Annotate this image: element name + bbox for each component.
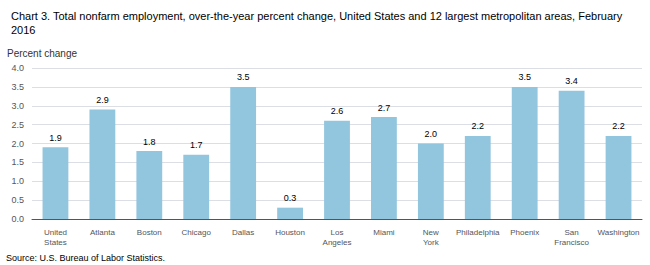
svg-text:Source: U.S. Bureau of Labor S: Source: U.S. Bureau of Labor Statistics. (6, 253, 165, 263)
svg-text:Boston: Boston (137, 228, 162, 237)
svg-text:Phoenix: Phoenix (510, 228, 539, 237)
svg-text:0.0: 0.0 (11, 214, 24, 224)
svg-text:2.2: 2.2 (612, 121, 625, 131)
svg-text:3.5: 3.5 (518, 72, 531, 82)
svg-text:Philadelphia: Philadelphia (456, 228, 500, 237)
svg-text:0.3: 0.3 (284, 193, 297, 203)
svg-text:Chicago: Chicago (182, 228, 212, 237)
svg-text:Percent change: Percent change (7, 48, 77, 59)
svg-text:Dallas: Dallas (232, 228, 254, 237)
svg-text:York: York (423, 238, 440, 247)
svg-text:States: States (44, 238, 67, 247)
svg-text:2.2: 2.2 (472, 121, 485, 131)
svg-text:1.5: 1.5 (11, 157, 24, 167)
svg-text:2.9: 2.9 (96, 95, 109, 105)
svg-text:Miami: Miami (373, 228, 395, 237)
svg-text:1.9: 1.9 (49, 133, 62, 143)
svg-text:2.0: 2.0 (425, 129, 438, 139)
svg-text:3.5: 3.5 (11, 82, 24, 92)
svg-text:3.0: 3.0 (11, 101, 24, 111)
svg-text:Chart 3. Total nonfarm employm: Chart 3. Total nonfarm employment, over-… (11, 10, 625, 22)
svg-text:1.7: 1.7 (190, 140, 203, 150)
svg-text:2.0: 2.0 (11, 139, 24, 149)
svg-text:Francisco: Francisco (554, 238, 589, 247)
svg-text:Houston: Houston (275, 228, 305, 237)
svg-text:Washington: Washington (598, 228, 640, 237)
svg-text:2.5: 2.5 (11, 120, 24, 130)
svg-text:Los: Los (331, 228, 344, 237)
svg-text:0.5: 0.5 (11, 195, 24, 205)
svg-text:United: United (44, 228, 67, 237)
svg-text:2.6: 2.6 (331, 106, 344, 116)
svg-text:New: New (423, 228, 439, 237)
svg-text:Angeles: Angeles (323, 238, 352, 247)
svg-text:2.7: 2.7 (378, 103, 391, 113)
svg-text:3.5: 3.5 (237, 72, 250, 82)
svg-text:1.8: 1.8 (143, 137, 156, 147)
svg-text:2016: 2016 (11, 24, 35, 36)
svg-text:1.0: 1.0 (11, 176, 24, 186)
svg-text:San: San (564, 228, 578, 237)
svg-text:Atlanta: Atlanta (90, 228, 115, 237)
svg-text:4.0: 4.0 (11, 63, 24, 73)
svg-text:3.4: 3.4 (565, 76, 578, 86)
